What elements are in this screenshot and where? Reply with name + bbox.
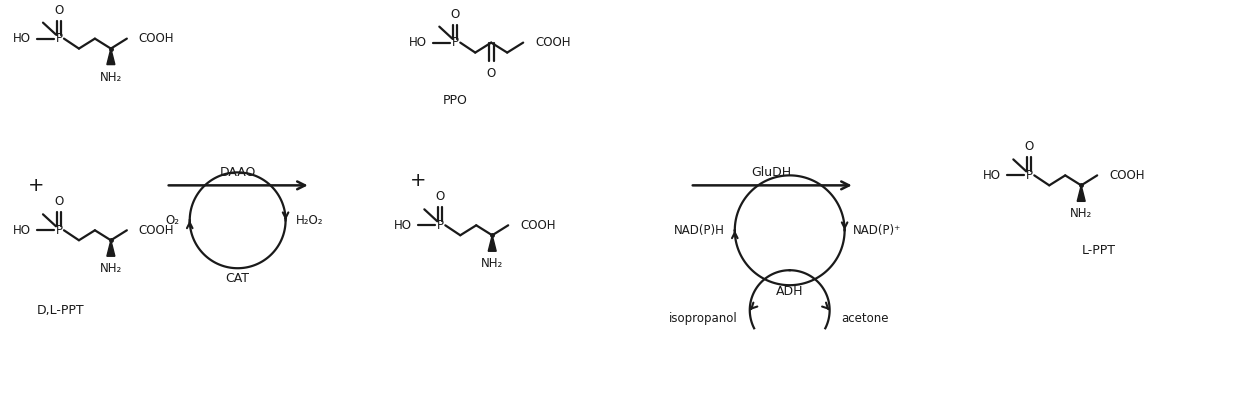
Text: P: P	[56, 32, 62, 45]
Text: COOH: COOH	[535, 36, 571, 49]
Text: P: P	[452, 36, 458, 49]
Text: isopropanol: isopropanol	[669, 312, 737, 325]
Text: +: +	[27, 176, 45, 195]
Text: O: O	[487, 67, 496, 80]
Text: O: O	[436, 190, 445, 203]
Text: P: P	[437, 219, 444, 232]
Text: ADH: ADH	[776, 285, 803, 298]
Text: HO: HO	[14, 224, 31, 237]
Polygon shape	[107, 49, 115, 65]
Text: acetone: acetone	[841, 312, 890, 325]
Text: NAD(P)H: NAD(P)H	[674, 224, 725, 237]
Text: NH₂: NH₂	[100, 262, 121, 275]
Polygon shape	[1077, 185, 1085, 201]
Polygon shape	[488, 235, 496, 251]
Text: D,L-PPT: D,L-PPT	[37, 304, 84, 317]
Text: NH₂: NH₂	[100, 70, 121, 84]
Text: +: +	[410, 171, 426, 190]
Text: HO: HO	[984, 169, 1001, 182]
Polygon shape	[107, 240, 115, 256]
Text: NAD(P)⁺: NAD(P)⁺	[852, 224, 901, 237]
Text: DAAO: DAAO	[219, 166, 255, 179]
Text: COOH: COOH	[520, 219, 555, 232]
Text: O: O	[1025, 141, 1033, 153]
Text: O: O	[451, 8, 460, 21]
Text: HO: HO	[14, 32, 31, 45]
Text: COOH: COOH	[139, 32, 175, 45]
Text: CAT: CAT	[225, 272, 249, 285]
Text: COOH: COOH	[1109, 169, 1145, 182]
Text: COOH: COOH	[139, 224, 175, 237]
Text: PPO: PPO	[442, 94, 467, 107]
Text: HO: HO	[394, 219, 413, 232]
Text: NH₂: NH₂	[481, 257, 503, 270]
Text: O: O	[55, 4, 63, 17]
Text: O: O	[55, 195, 63, 208]
Text: H₂O₂: H₂O₂	[296, 214, 323, 227]
Text: GluDH: GluDH	[752, 166, 792, 179]
Text: P: P	[56, 224, 62, 237]
Text: HO: HO	[409, 36, 427, 49]
Text: NH₂: NH₂	[1070, 208, 1093, 220]
Text: O₂: O₂	[166, 214, 180, 227]
Text: L-PPT: L-PPT	[1082, 244, 1116, 257]
Text: P: P	[1026, 169, 1033, 182]
